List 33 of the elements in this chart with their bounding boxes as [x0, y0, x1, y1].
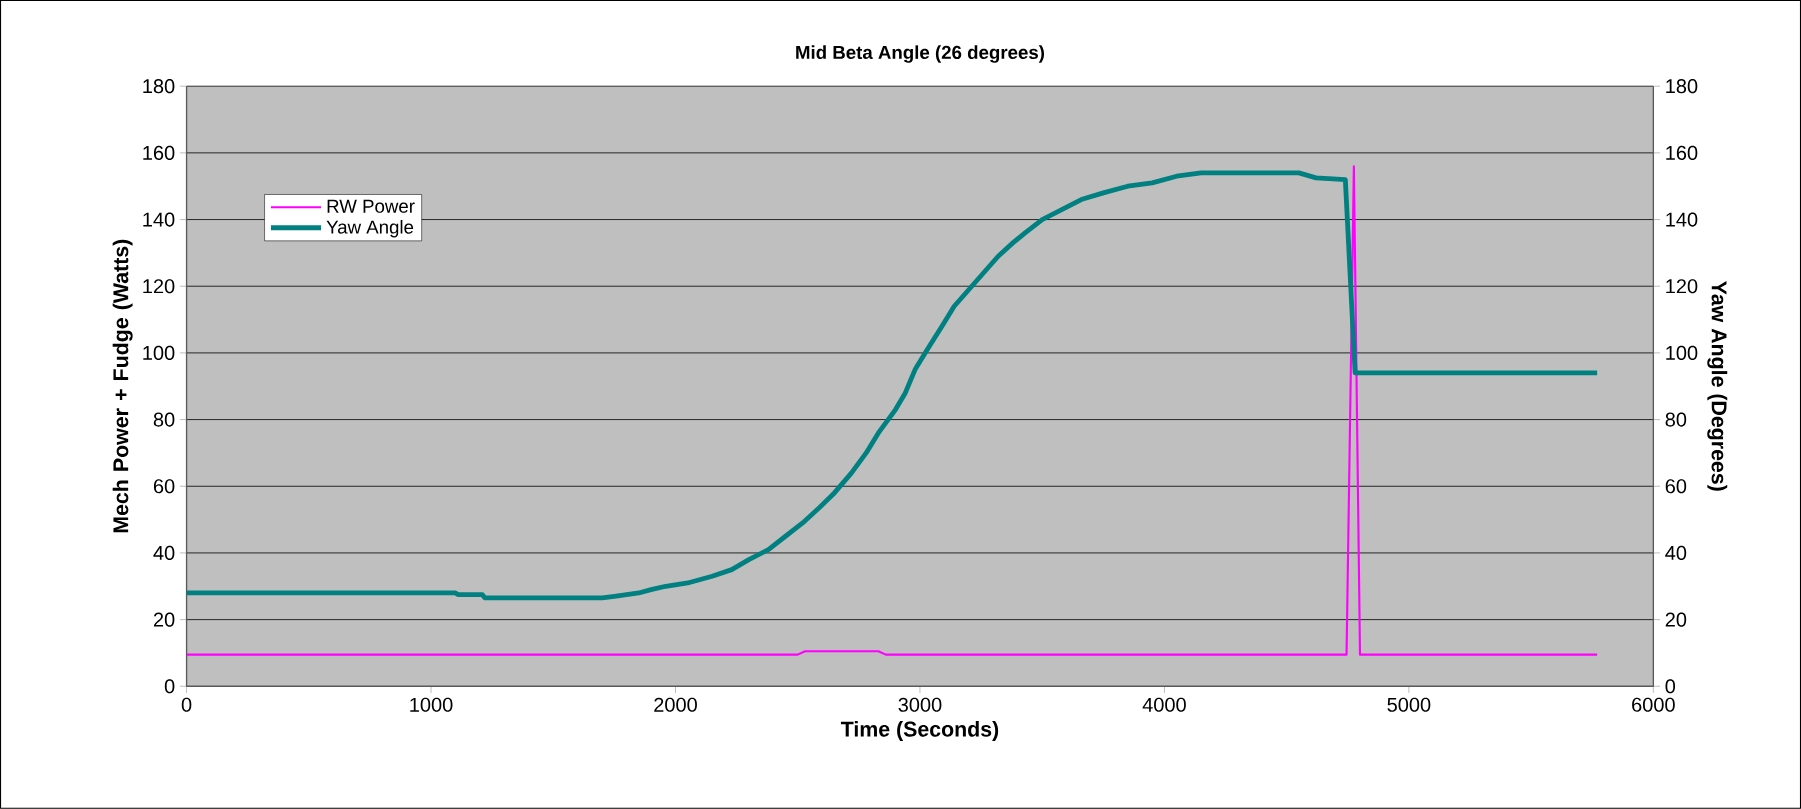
y-tick-label: 80: [153, 412, 175, 427]
chart-title: Mid Beta Angle (26 degrees): [796, 45, 1045, 63]
y2-tick-label: 20: [1665, 612, 1687, 627]
x-tick-label: 1000: [410, 697, 453, 712]
legend-label: Yaw Angle: [326, 220, 414, 238]
x-tick-label: 2000: [654, 697, 697, 712]
y-axis-title: Mech Power + Fudge (Watts): [112, 239, 133, 533]
y2-axis-title: Yaw Angle (Degrees): [1707, 281, 1728, 491]
y2-tick-label: 40: [1665, 545, 1687, 561]
x-tick-label: 3000: [898, 697, 942, 712]
y-tick-label: 120: [143, 279, 175, 294]
y2-tick-label: 0: [1665, 679, 1676, 694]
y2-tick-label: 140: [1666, 212, 1698, 227]
y2-tick-label: 120: [1666, 279, 1698, 294]
y-tick-label: 180: [143, 79, 175, 94]
y2-tick-label: 80: [1665, 412, 1687, 427]
legend-label: RW Power: [327, 199, 415, 213]
y-tick-label: 0: [164, 679, 175, 694]
y-tick-label: 140: [143, 212, 175, 227]
y2-tick-label: 160: [1666, 145, 1698, 161]
x-tick-label: 4000: [1142, 697, 1186, 712]
x-tick-label: 5000: [1387, 697, 1431, 712]
y2-tick-label: 100: [1666, 345, 1698, 361]
y2-tick-label: 180: [1666, 79, 1698, 94]
y-tick-label: 160: [143, 145, 175, 161]
y-tick-label: 20: [153, 612, 175, 627]
y-tick-label: 40: [153, 545, 175, 561]
y-tick-label: 60: [153, 479, 175, 494]
x-axis-title: Time (Seconds): [840, 721, 999, 741]
y2-tick-label: 60: [1665, 479, 1687, 494]
y-tick-label: 100: [143, 345, 175, 361]
x-tick-label: 0: [181, 697, 192, 712]
x-tick-label: 6000: [1632, 697, 1675, 712]
